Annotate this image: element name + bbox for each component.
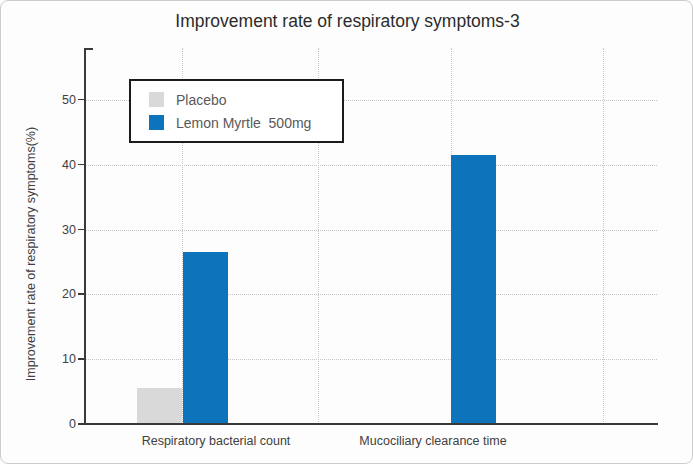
- y-tick-label-40: 40: [44, 157, 76, 173]
- gridline-y-40: [84, 165, 657, 166]
- y-tick-20: [78, 293, 84, 295]
- y-tick-label-0: 0: [44, 416, 76, 432]
- y-tick-label-20: 20: [44, 286, 76, 302]
- chart-figure: Improvement rate of respiratory symptoms…: [0, 0, 693, 464]
- legend-item-lemon-myrtle: Lemon Myrtle 500mg: [149, 115, 342, 131]
- x-tick-label-2: Mucociliary clearance time: [323, 433, 543, 449]
- y-tick-30: [78, 229, 84, 231]
- gridline-x-3: [603, 48, 604, 424]
- y-axis-top-cap: [84, 48, 93, 50]
- y-tick-label-10: 10: [44, 351, 76, 367]
- y-tick-10: [78, 358, 84, 360]
- y-axis-line: [84, 48, 86, 425]
- bar-lemon-myrtle-500mg-cat2: [451, 155, 496, 424]
- y-axis-title: Improvement rate of respiratory symptoms…: [24, 127, 38, 381]
- y-tick-40: [78, 164, 84, 166]
- chart-title: Improvement rate of respiratory symptoms…: [1, 11, 693, 32]
- y-tick-label-30: 30: [44, 222, 76, 238]
- legend: Placebo Lemon Myrtle 500mg: [129, 79, 344, 143]
- legend-label-lemon-myrtle: Lemon Myrtle 500mg: [176, 115, 311, 131]
- bar-lemon-myrtle-500mg-cat1: [183, 252, 228, 424]
- y-tick-50: [78, 99, 84, 101]
- gridline-y-30: [84, 230, 657, 231]
- legend-label-placebo: Placebo: [176, 92, 227, 108]
- placebo-swatch-icon: [149, 92, 164, 107]
- y-tick-0: [78, 423, 84, 425]
- legend-item-placebo: Placebo: [149, 92, 342, 108]
- bar-placebo-cat1: [137, 388, 182, 424]
- x-tick-label-1: Respiratory bacterial count: [106, 433, 326, 449]
- y-tick-label-50: 50: [44, 92, 76, 108]
- x-axis-line: [84, 423, 658, 425]
- gridline-y-20: [84, 294, 657, 295]
- gridline-y-10: [84, 359, 657, 360]
- lemon-myrtle-swatch-icon: [149, 115, 164, 130]
